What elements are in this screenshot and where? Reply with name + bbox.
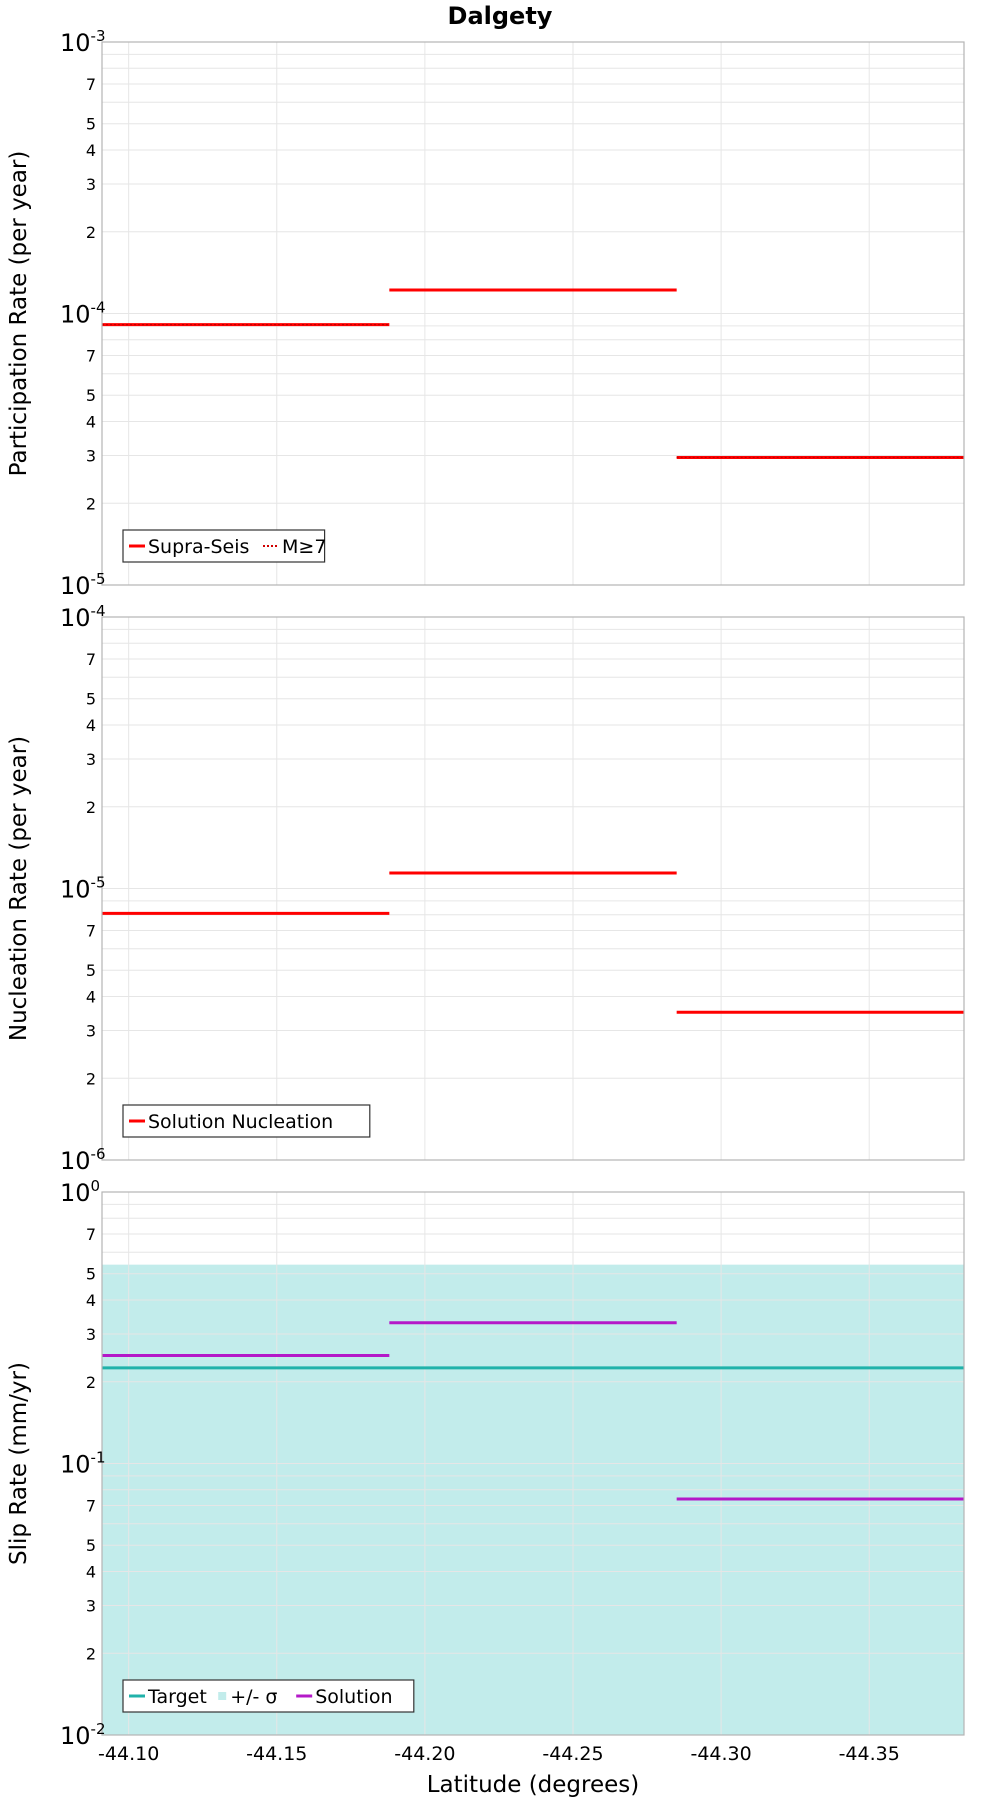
y-minor-tick-label: 2 [86,1069,96,1088]
y-axis-title: Slip Rate (mm/yr) [6,1362,32,1565]
y-minor-tick-label: 5 [86,961,96,980]
y-major-tick-label: 10-5 [60,570,106,600]
legend: Target +/- σ Solution [122,1679,415,1713]
x-tick-label: -44.25 [542,1743,603,1765]
y-major-tick-label: 10-1 [60,1449,106,1479]
plot-frame [101,616,965,1161]
y-major-tick-label: 10-6 [60,1145,106,1175]
y-minor-tick-label: 5 [86,115,96,134]
x-axis-title: Latitude (degrees) [427,1772,640,1798]
panel-3: 10-2 10-1 100 2 2 3 3 4 4 5 5 7 7 Slip Rate (mm/yr) Ta… [6,1177,965,1750]
legend: Solution Nucleation [122,1104,371,1138]
legend-label: +/- σ [230,1686,277,1708]
y-minor-tick-label: 2 [86,223,96,242]
legend-label: Supra-Seis [148,536,249,558]
y-major-tick-label: 10-4 [60,299,106,329]
plot-frame [101,1191,965,1736]
legend-label: Solution Nucleation [148,1111,333,1133]
legend-box [122,1679,415,1713]
y-minor-tick-label: 4 [86,1563,96,1582]
y-minor-tick-label: 5 [86,386,96,405]
y-minor-tick-label: 4 [86,141,96,160]
y-major-tick-label: 10-5 [60,874,106,904]
y-minor-tick-label: 2 [86,494,96,513]
y-minor-tick-label: 2 [86,1644,96,1663]
y-minor-tick-label: 7 [86,650,96,669]
y-minor-tick-label: 3 [86,1596,96,1615]
x-tick-label: -44.10 [98,1743,159,1765]
y-minor-tick-label: 4 [86,988,96,1007]
y-minor-tick-label: 3 [86,1021,96,1040]
x-tick-label: -44.30 [690,1743,751,1765]
y-minor-tick-label: 3 [86,446,96,465]
y-minor-tick-label: 4 [86,716,96,735]
y-minor-tick-label: 5 [86,1536,96,1555]
y-major-tick-label: 10-4 [60,602,106,632]
y-axis-title: Participation Rate (per year) [6,151,32,477]
panel-1: 10-5 10-4 10-3 2 2 3 3 4 4 5 5 7 7 Participation Rate… [6,27,965,600]
legend-label: Solution [315,1686,392,1708]
legend: Supra-Seis M≥7 [122,529,326,563]
y-minor-tick-label: 2 [86,798,96,817]
x-tick-label: -44.35 [839,1743,900,1765]
y-minor-tick-label: 7 [86,1497,96,1516]
plot-frame [101,41,965,586]
panel-2: 10-6 10-5 10-4 2 2 3 3 4 4 5 5 7 7 Nucleation Rate (p… [6,602,965,1175]
legend-label: Target [147,1686,207,1708]
y-major-tick-label: 10-3 [60,27,106,57]
y-minor-tick-label: 4 [86,413,96,432]
y-minor-tick-label: 3 [86,750,96,769]
legend-label: M≥7 [282,536,326,558]
y-minor-tick-label: 7 [86,922,96,941]
legend-box [122,1104,371,1138]
chart-title: Dalgety [448,2,553,30]
y-major-tick-label: 10-2 [60,1720,106,1750]
y-minor-tick-label: 7 [86,75,96,94]
y-minor-tick-label: 2 [86,1373,96,1392]
y-minor-tick-label: 5 [86,690,96,709]
y-minor-tick-label: 7 [86,1225,96,1244]
y-minor-tick-label: 3 [86,1325,96,1344]
legend-box [122,529,326,563]
y-minor-tick-label: 7 [86,347,96,366]
y-axis-title: Nucleation Rate (per year) [6,736,32,1041]
x-tick-label: -44.20 [394,1743,455,1765]
legend-swatch [218,1692,227,1700]
y-minor-tick-label: 5 [86,1265,96,1284]
x-tick-label: -44.15 [246,1743,307,1765]
y-major-tick-label: 100 [60,1177,100,1207]
y-minor-tick-label: 4 [86,1291,96,1310]
y-minor-tick-label: 3 [86,175,96,194]
